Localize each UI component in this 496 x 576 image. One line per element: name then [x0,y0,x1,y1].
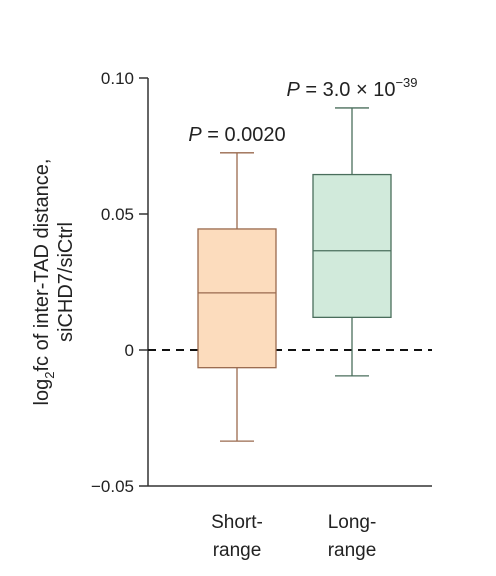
y-tick-label: 0.05 [101,205,134,224]
y-tick-label: −0.05 [91,477,134,496]
category-label: Long- [328,512,377,533]
box-1: Short-range P = 0.0020 [188,124,285,561]
y-tick-label: 0 [125,341,134,360]
y-axis-label: log2fc of inter-TAD distance, [31,159,57,406]
category-label-line2: range [213,540,262,561]
category-label-line2: range [328,540,377,561]
y-tick-label: 0.10 [101,69,134,88]
iqr-box [312,173,392,319]
box-2: Long-range P = 3.0 × 10−39 [286,75,417,561]
boxes-group: Short-range P = 0.0020 Long-range P = 3.0 ×… [188,75,417,561]
y-axis-label-line2: siCHD7/siCtrl [55,222,77,342]
axis-group: 0.10 0.05 0 −0.05 [91,69,432,496]
iqr-box [197,228,277,369]
category-label: Short- [211,512,263,533]
p-value-annotation: P = 0.0020 [188,124,285,146]
p-value-annotation: P = 3.0 × 10−39 [286,75,417,101]
